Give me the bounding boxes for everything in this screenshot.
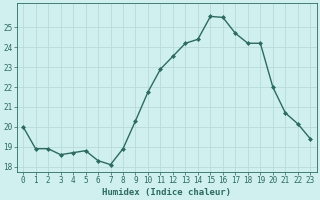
- X-axis label: Humidex (Indice chaleur): Humidex (Indice chaleur): [102, 188, 231, 197]
